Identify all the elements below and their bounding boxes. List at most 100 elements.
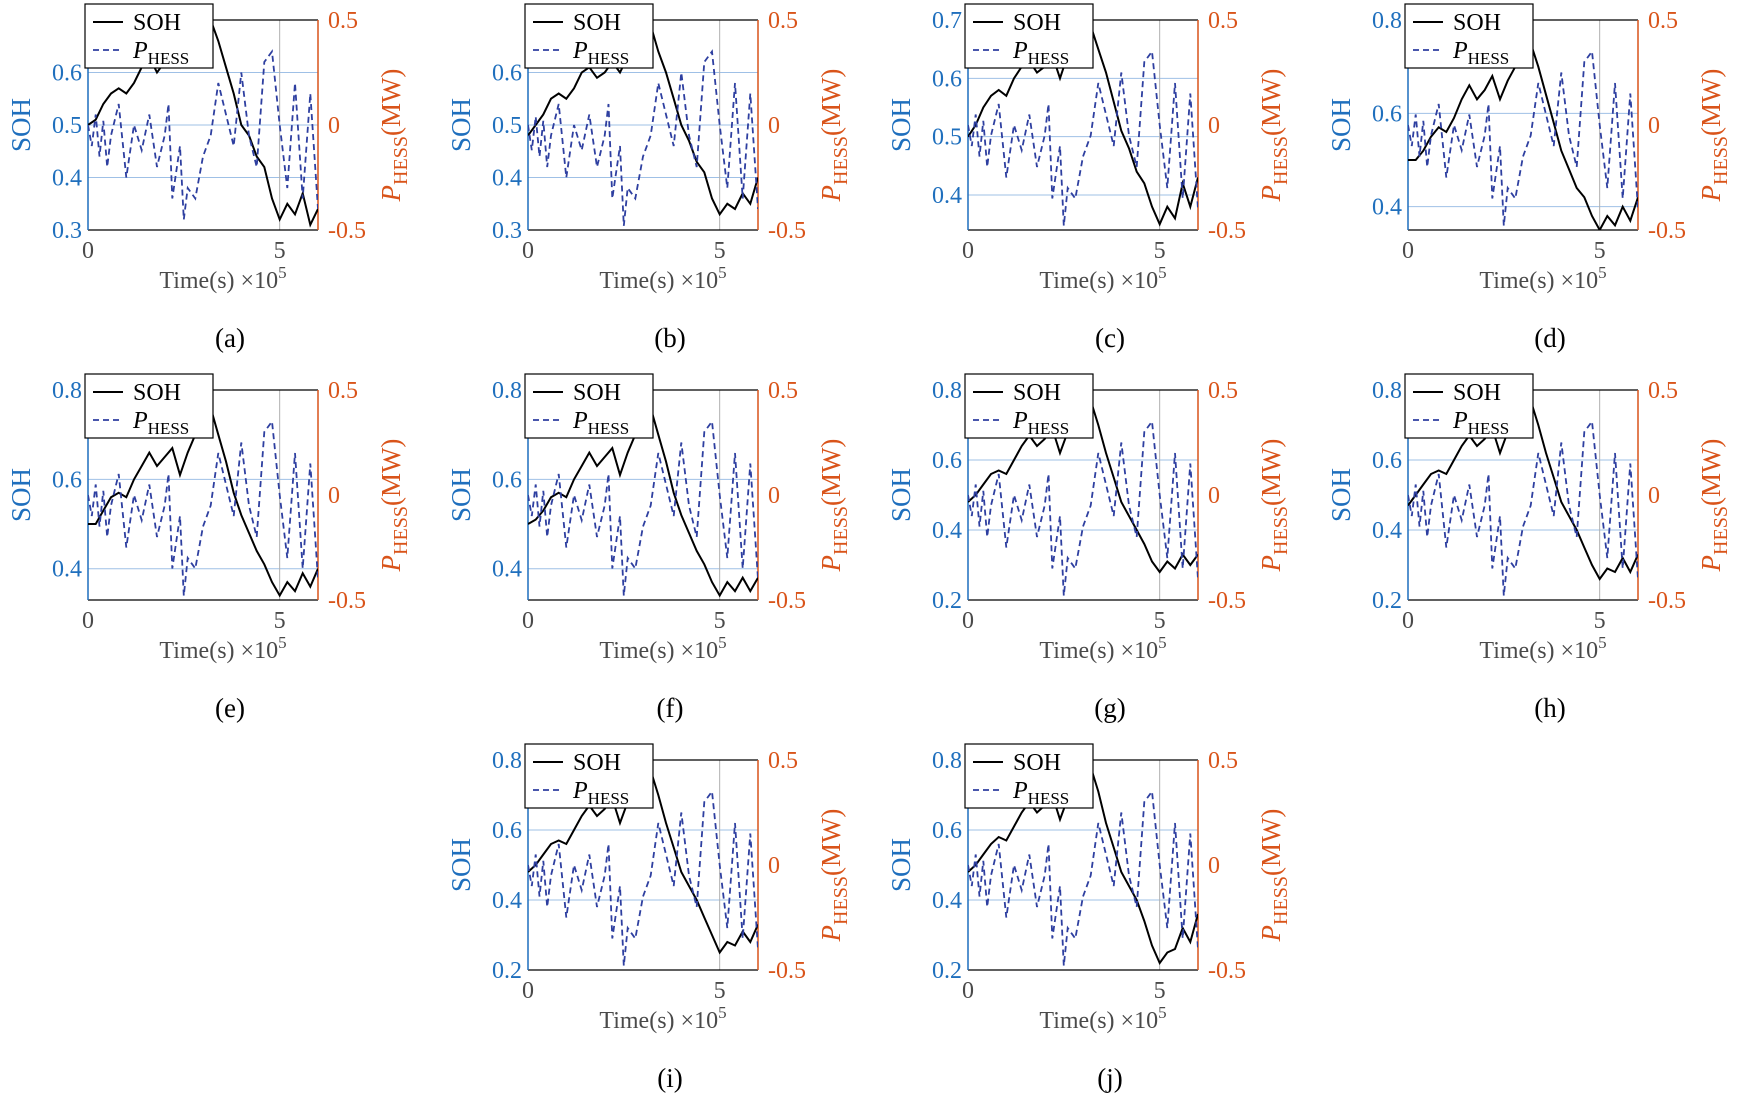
y-tick-label-left: 0.6 [52, 467, 82, 493]
phess-series-line [968, 789, 1198, 966]
y-tick-label-left: 0.6 [932, 818, 962, 844]
y-axis-label-right-unit: (MW) [376, 69, 406, 136]
phess-series-line [968, 419, 1198, 596]
y-axis-label-right: PHESS(MW) [1696, 439, 1732, 573]
y-tick-label-right: 0 [768, 853, 780, 879]
legend-phess-sub: HESS [1468, 419, 1510, 438]
legend-soh-label: SOH [133, 10, 181, 36]
panel-caption: (b) [654, 323, 685, 353]
y-axis-label-right-sub: HESS [830, 876, 852, 925]
y-tick-label-left: 0.8 [492, 378, 522, 404]
x-axis-multiplier: ×10 [241, 638, 279, 664]
y-tick-label-left: 0.4 [492, 888, 522, 914]
y-tick-label-right: 0 [1648, 113, 1660, 139]
chart-panel: 0.2 0.4 0.6 0.8 -0.5 0 0.5 0 5 SOH PHESS(MW) Time(s… [1320, 370, 1750, 723]
y-axis-label-right: PHESS(MW) [816, 809, 852, 943]
y-tick-label-left: 0.6 [52, 61, 82, 87]
y-axis-label-right-main: P [1256, 555, 1286, 573]
x-axis-exponent: 5 [1158, 1003, 1167, 1022]
phess-series-line [528, 789, 758, 966]
panel-caption: (c) [1095, 323, 1125, 353]
x-axis-label: Time(s) ×105 [159, 263, 286, 294]
x-tick-label: 5 [1154, 238, 1166, 264]
legend-phess-main: P [1012, 38, 1028, 64]
y-tick-label-left: 0.4 [1372, 518, 1402, 544]
chart-panel: 0.4 0.6 0.8 -0.5 0 0.5 0 5 SOH PHESS(MW) Time(s) ×1… [0, 370, 440, 723]
legend-soh-label: SOH [1453, 380, 1501, 406]
chart-panel: 0.4 0.6 0.8 -0.5 0 0.5 0 5 SOH PHESS(MW) Time(s) ×1… [1320, 0, 1750, 353]
legend-phess-main: P [1452, 38, 1468, 64]
x-axis-multiplier: ×10 [1561, 638, 1599, 664]
y-tick-label-right: 0.5 [328, 8, 358, 34]
chart-panel: 0.3 0.4 0.5 0.6 -0.5 0 0.5 0 5 SOH PHESS(MW) Time(s… [440, 0, 880, 353]
chart-panel: 0.2 0.4 0.6 0.8 -0.5 0 0.5 0 5 SOH PHESS(MW) Time(s… [880, 740, 1320, 1093]
legend-soh-label: SOH [1013, 750, 1061, 776]
y-axis-label-left: SOH [6, 468, 36, 522]
x-tick-label: 5 [1594, 238, 1606, 264]
legend-phess-label: PHESS [1452, 38, 1509, 68]
legend-soh-label: SOH [1453, 10, 1501, 36]
y-axis-label-right-unit: (MW) [1256, 439, 1286, 506]
y-tick-label-right: -0.5 [768, 958, 806, 984]
y-tick-label-right: -0.5 [1208, 218, 1246, 244]
chart-panel: 0.4 0.5 0.6 0.7 -0.5 0 0.5 0 5 SOH PHESS(MW) Time(s… [880, 0, 1320, 353]
x-tick-label: 0 [522, 978, 534, 1004]
legend-phess-main: P [1452, 408, 1468, 434]
y-tick-label-left: 0.5 [932, 125, 962, 151]
x-axis-label-text: Time(s) [1039, 1008, 1114, 1034]
y-axis-label-left: SOH [446, 98, 476, 152]
legend-phess-label: PHESS [572, 408, 629, 438]
legend-box [1404, 3, 1534, 69]
chart-svg: 0.20.40.60.8-0.500.50 5SOHPHESS(MW)Time(s… [886, 743, 1292, 1093]
y-tick-label-right: 0 [1208, 483, 1220, 509]
legend-phess-main: P [1012, 778, 1028, 804]
y-axis-label-right-unit: (MW) [816, 809, 846, 876]
y-tick-label-right: -0.5 [768, 218, 806, 244]
legend-phess-main: P [572, 408, 588, 434]
y-tick-label-right: 0.5 [768, 748, 798, 774]
x-tick-label: 0 [522, 238, 534, 264]
y-axis-label-right-unit: (MW) [1696, 69, 1726, 136]
x-axis-label: Time(s) ×105 [1039, 633, 1166, 664]
x-axis-label-text: Time(s) [599, 268, 674, 294]
legend-box [1404, 373, 1534, 439]
y-tick-label-left: 0.8 [932, 748, 962, 774]
x-tick-label: 5 [1154, 978, 1166, 1004]
y-axis-label-right-main: P [1256, 925, 1286, 943]
x-tick-label: 0 [522, 608, 534, 634]
y-axis-label-right: PHESS(MW) [816, 69, 852, 203]
y-axis-label-right-main: P [376, 185, 406, 203]
y-tick-label-left: 0.2 [932, 588, 962, 614]
y-tick-label-right: 0.5 [1648, 378, 1678, 404]
x-tick-label: 0 [82, 608, 94, 634]
x-axis-label: Time(s) ×105 [1039, 1003, 1166, 1034]
y-axis-label-left: SOH [446, 838, 476, 892]
panel-caption: (d) [1534, 323, 1565, 353]
panel-caption: (j) [1097, 1063, 1122, 1093]
x-axis-multiplier: ×10 [241, 268, 279, 294]
y-tick-label-right: 0.5 [1208, 378, 1238, 404]
x-axis-label-text: Time(s) [1479, 638, 1554, 664]
chart-panel: 0.4 0.6 0.8 -0.5 0 0.5 0 5 SOH PHESS(MW) Time(s) ×1… [440, 370, 880, 723]
legend-box [84, 373, 214, 439]
legend-soh-label: SOH [573, 750, 621, 776]
x-tick-label: 5 [714, 238, 726, 264]
y-axis-label-right: PHESS(MW) [1256, 69, 1292, 203]
legend-box [84, 3, 214, 69]
y-tick-label-left: 0.5 [52, 113, 82, 139]
x-tick-label: 0 [1402, 238, 1414, 264]
y-axis-label-right-sub: HESS [1270, 136, 1292, 185]
x-tick-label: 5 [274, 608, 286, 634]
y-tick-label-right: 0 [1648, 483, 1660, 509]
y-tick-label-left: 0.4 [932, 183, 962, 209]
legend-soh-label: SOH [1013, 10, 1061, 36]
y-tick-label-right: -0.5 [768, 588, 806, 614]
y-tick-label-left: 0.6 [492, 61, 522, 87]
x-axis-exponent: 5 [1158, 263, 1167, 282]
phess-series-line [88, 49, 318, 220]
y-axis-label-right-unit: (MW) [376, 439, 406, 506]
